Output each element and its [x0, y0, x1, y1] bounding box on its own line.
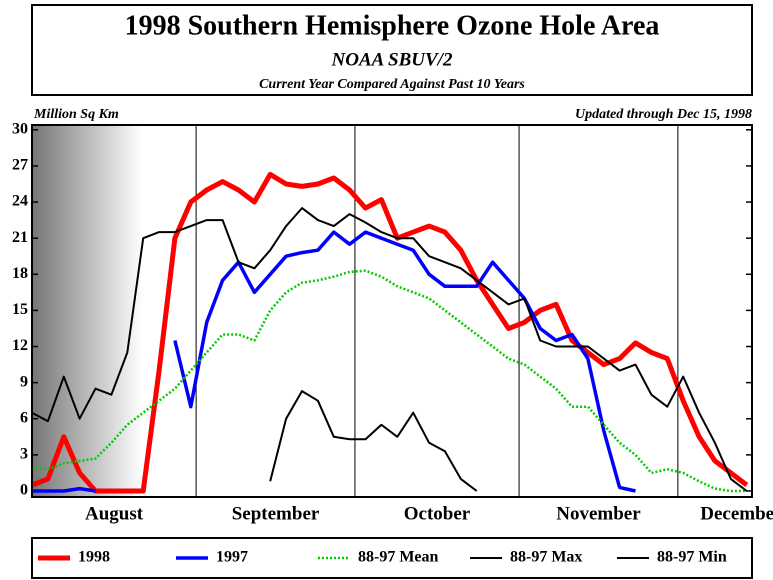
series-line [31, 207, 748, 492]
series-line [269, 390, 478, 492]
legend-label: 1998 [78, 549, 110, 566]
y-tick-label: 21 [12, 229, 28, 246]
series-line [31, 269, 747, 493]
legend-label: 88-97 Mean [358, 549, 439, 566]
y-tick-label: 27 [12, 157, 28, 174]
legend-label: 88-97 Min [657, 549, 727, 566]
series-line [32, 230, 636, 493]
y-tick-label: 24 [12, 193, 28, 210]
y-tick-label: 12 [12, 337, 28, 354]
legend: 1998 1997 88-97 Mean 88-97 Max 88-97 Min [38, 549, 727, 566]
y-tick-label: 18 [12, 265, 28, 282]
x-tick-label: October [404, 503, 471, 524]
chart-subtitle: NOAA SBUV/2 [331, 49, 453, 70]
y-tick-label: 9 [20, 373, 28, 390]
y-tick-label: 30 [12, 120, 28, 137]
series-line [31, 171, 749, 494]
update-note: Updated through Dec 15, 1998 [575, 107, 752, 122]
y-axis-label: Million Sq Km [33, 107, 119, 122]
y-tick-label: 15 [12, 301, 28, 318]
x-tick-label: September [232, 503, 320, 524]
legend-box [31, 537, 753, 579]
title-box [31, 4, 753, 96]
plot-frame [31, 124, 753, 498]
y-tick-label: 6 [20, 409, 28, 426]
plot-area [31, 125, 752, 497]
chart-title: 1998 Southern Hemisphere Ozone Hole Area [125, 10, 660, 41]
y-tick-label: 3 [20, 446, 28, 463]
legend-label: 88-97 Max [510, 549, 582, 566]
legend-label: 1997 [216, 549, 248, 566]
x-tick-label: August [85, 503, 144, 524]
y-tick-label: 0 [20, 482, 28, 499]
chart-caption: Current Year Compared Against Past 10 Ye… [259, 77, 525, 92]
x-tick-label: November [556, 503, 641, 524]
x-tick-label: December [700, 503, 773, 524]
winter-shading [33, 126, 143, 496]
